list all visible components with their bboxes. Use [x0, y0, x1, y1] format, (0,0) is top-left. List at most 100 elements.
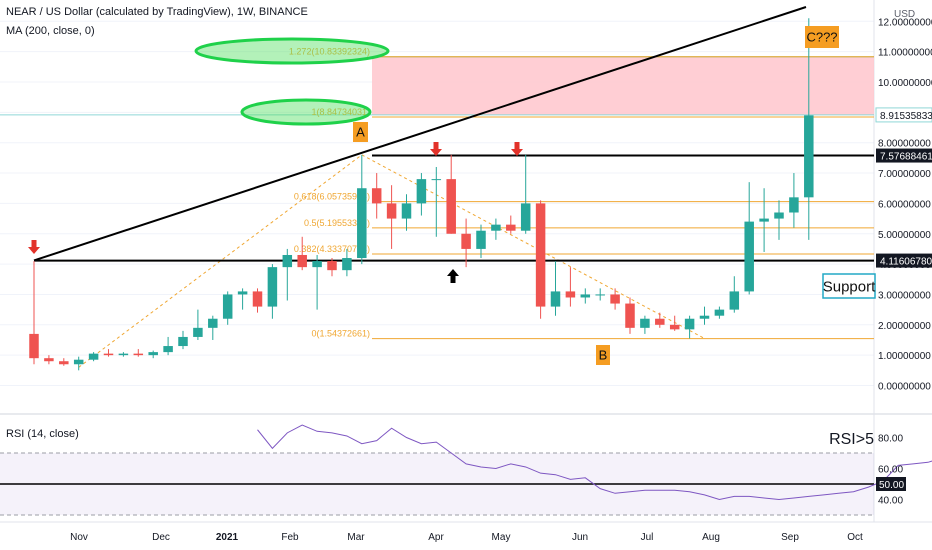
arrow-down-icon [430, 142, 442, 156]
candle-body [699, 315, 710, 319]
candle-body [520, 203, 531, 231]
fib-connector [78, 154, 705, 368]
candle-body [684, 318, 695, 330]
annotations: A B C??? Support [28, 26, 876, 365]
price-tick-label: 8.00000000 [878, 139, 931, 150]
time-tick-label: 2021 [216, 532, 239, 543]
fib-label: 0.618(6.05735988) [294, 192, 370, 202]
candle-body [655, 318, 665, 325]
rsi-tick-label: 60.00 [878, 465, 903, 476]
arrow-down-icon [28, 240, 40, 254]
fib-label: 1(8.84734031) [311, 107, 370, 117]
rsi-panel: RSI (14, close) RSI>5 [0, 424, 932, 516]
candle-body [789, 197, 799, 213]
candle-body [193, 327, 203, 337]
candle-body [804, 115, 814, 198]
label-c-box [805, 26, 839, 48]
label-support-box [822, 273, 876, 299]
label-rsi: RSI>5 [829, 431, 874, 448]
candle-body [535, 203, 546, 307]
candle-body [73, 359, 84, 365]
price-tick-label: 10.00000000 [878, 78, 932, 89]
price-tick-label: 12.00000000 [878, 17, 932, 28]
time-tick-label: May [492, 532, 511, 543]
candle-body [163, 346, 173, 353]
candlestick-series [29, 18, 814, 371]
candle-body [580, 294, 591, 298]
candle-body [178, 336, 188, 347]
candle-body [208, 318, 218, 328]
price-badge: 4.11606780 [880, 257, 932, 268]
target-ellipse [194, 37, 390, 65]
fib-label: 0.382(4.33370704) [294, 244, 370, 254]
candle-body [774, 212, 784, 219]
price-badge-box [875, 107, 932, 123]
price-tick-label: 2.00000000 [878, 321, 931, 332]
price-tick-label: 7.00000000 [878, 169, 931, 180]
label-b-box [596, 345, 610, 365]
price-tick-label: 6.00000000 [878, 199, 931, 210]
price-tick-label: 0.00000000 [878, 382, 931, 393]
candle-body [282, 254, 293, 268]
candle-body [59, 361, 69, 365]
candle-body [491, 224, 501, 231]
candle-body [29, 333, 39, 359]
candle-body [714, 309, 725, 316]
time-tick-label: Aug [702, 532, 720, 543]
candle-body [252, 291, 263, 307]
candle-body [446, 179, 456, 234]
rsi-badge-box [876, 477, 906, 491]
price-tick-label: 5.00000000 [878, 230, 931, 241]
fib-label: 0(1.54372661) [311, 329, 370, 339]
candle-body [506, 224, 516, 231]
time-tick-label: Jun [572, 532, 588, 543]
candle-body [312, 261, 322, 268]
fib-label: 1.272(10.83392324) [289, 47, 370, 57]
rsi-label: RSI (14, close) [6, 428, 79, 440]
candle-body [595, 294, 605, 296]
candle-body [759, 218, 769, 222]
label-a-box [353, 122, 368, 142]
label-support: Support [823, 278, 876, 295]
candle-body [744, 221, 754, 292]
rsi-badge: 50.00 [879, 480, 904, 491]
candle-body [431, 179, 442, 181]
candle-body [416, 179, 427, 204]
candle-body [222, 294, 233, 319]
price-tick-label: 11.00000000 [878, 48, 932, 59]
indicator-label[interactable]: MA (200, close, 0) [6, 25, 95, 37]
price-tick-label: 3.00000000 [878, 290, 931, 301]
candle-body [267, 267, 278, 307]
trend-lines [33, 6, 807, 262]
candle-body [476, 230, 486, 249]
price-tick-label: 1.00000000 [878, 351, 931, 362]
price-badge: 7.57688461 [880, 152, 932, 163]
candle-body [669, 324, 680, 330]
candle-body [297, 254, 307, 268]
fib-label: 0.5(5.19553346) [304, 218, 370, 228]
candle-body [342, 258, 352, 271]
arrow-up-icon [447, 269, 459, 283]
arrow-down-icon [511, 142, 523, 156]
rsi-tick-label: 80.00 [878, 434, 903, 445]
candle-body [371, 188, 382, 204]
time-tick-label: Oct [847, 532, 863, 543]
candle-body [625, 303, 635, 328]
rsi-line [257, 424, 932, 501]
axes: 0.00000000 1.00000000 2.00000000 3.00000000… [70, 17, 932, 543]
time-tick-label: Dec [152, 532, 170, 543]
target-zone-rect [372, 56, 874, 115]
time-tick-label: Mar [347, 532, 365, 543]
candle-body [118, 353, 129, 356]
candle-body [550, 291, 561, 307]
label-a: A [356, 125, 365, 140]
target-zone [0, 56, 874, 116]
chart-title: NEAR / US Dollar (calculated by TradingV… [6, 6, 308, 18]
time-tick-label: Sep [781, 532, 799, 543]
price-badge: 8.91535833 [880, 111, 932, 122]
rsi-tick-label: 40.00 [878, 496, 903, 507]
price-badge-box [876, 148, 932, 163]
candle-body [237, 291, 248, 295]
candle-body [461, 233, 471, 249]
